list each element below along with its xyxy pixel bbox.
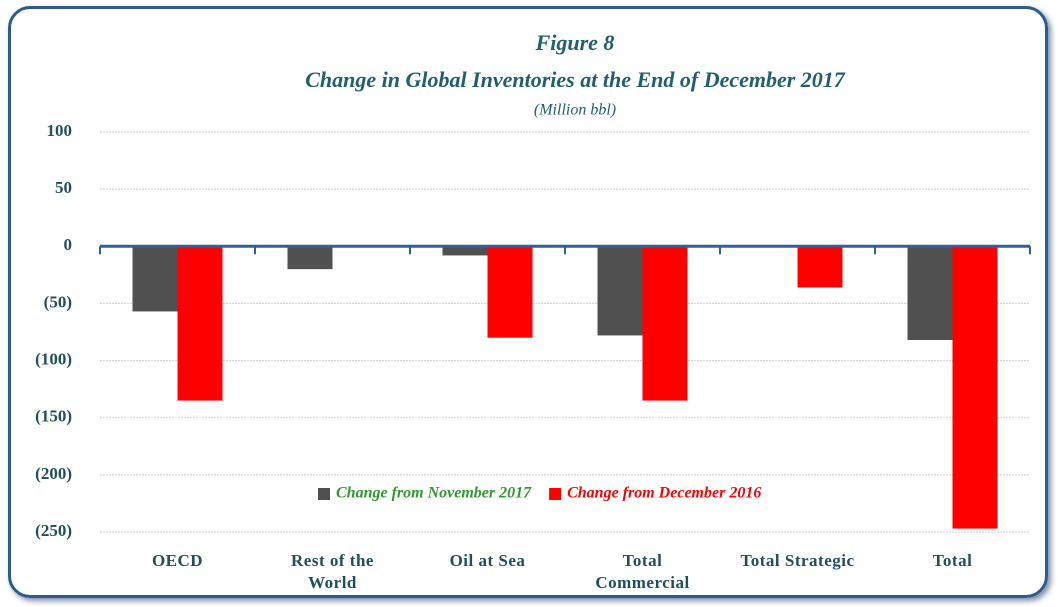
y-tick-label: (200) [35,464,72,483]
legend-label: Change from November 2017 [336,485,532,502]
legend-swatch [549,488,562,500]
bar [177,246,223,401]
bar [132,246,178,312]
frame [8,6,1048,598]
bar [287,246,333,270]
bar [442,246,488,256]
bar [907,246,953,340]
legend-swatch [318,488,330,500]
x-tick-label: Total [932,551,973,570]
bar [597,246,643,336]
y-tick-label: 50 [55,178,72,197]
y-tick-label: (150) [35,407,72,426]
x-tick-label: Total Strategic [740,551,855,570]
bar [642,246,688,401]
bar [487,246,533,338]
chart-subtitle: Change in Global Inventories at the End … [305,67,846,92]
chart-title: Figure 8 [535,30,615,55]
legend-label: Change from December 2016 [567,485,761,502]
y-tick-label: (50) [44,292,72,311]
bar [952,246,998,529]
y-tick-label: 100 [47,121,73,140]
y-tick-label: 0 [64,235,73,254]
unit-label: (Million bbl) [534,102,616,119]
x-tick-label: Rest of the World [291,551,374,592]
x-tick-label: OECD [151,551,204,570]
y-tick-label: (100) [35,349,72,368]
bar [797,246,843,288]
x-tick-label: Total Commercial [595,551,690,592]
x-tick-label: Oil at Sea [449,551,526,570]
y-tick-label: (250) [35,521,72,540]
